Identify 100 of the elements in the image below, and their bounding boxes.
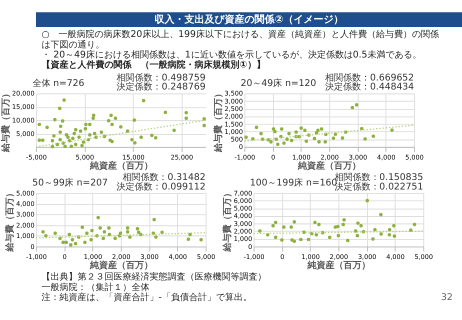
point bbox=[373, 228, 377, 232]
x-axis-title: 純資産（百万） bbox=[306, 260, 370, 272]
point bbox=[350, 106, 354, 110]
point bbox=[409, 228, 413, 232]
point bbox=[299, 126, 303, 130]
point bbox=[390, 128, 394, 132]
point bbox=[188, 232, 192, 236]
text: 一般病院：（集計１）全体 bbox=[41, 282, 150, 293]
point bbox=[154, 235, 158, 239]
point bbox=[379, 232, 383, 236]
y-axis-title: 給与費（百万） bbox=[0, 89, 12, 154]
point bbox=[199, 238, 203, 242]
point bbox=[64, 240, 68, 244]
point bbox=[118, 232, 122, 235]
point bbox=[80, 226, 84, 229]
point bbox=[289, 225, 293, 229]
point bbox=[271, 224, 275, 228]
point bbox=[372, 134, 376, 138]
text: 注：純資産は、「資産合計」-「負債合計」で算出。 bbox=[41, 292, 252, 303]
text: ○ 一般病院の病床数20床以上、199床以下における、資産（純資産）と人件費（給与費）の関係は下図の通り。 bbox=[41, 29, 439, 50]
point bbox=[342, 222, 345, 226]
point bbox=[287, 132, 291, 136]
point bbox=[328, 236, 332, 240]
point bbox=[273, 130, 277, 134]
chart-title: 50～99床 n=207 bbox=[32, 178, 108, 189]
point bbox=[258, 229, 262, 233]
point bbox=[68, 232, 72, 236]
point bbox=[292, 220, 296, 224]
text: 決定係数：0.099112 bbox=[116, 181, 206, 192]
point bbox=[354, 229, 358, 233]
text: ・ 20～49床における相関係数は、1に近い数値を示しているが、決定係数は0.5未満である。 bbox=[41, 49, 422, 60]
point bbox=[259, 132, 263, 136]
point bbox=[360, 126, 364, 130]
text: 相関係数：0.498759 bbox=[116, 72, 206, 84]
point bbox=[98, 226, 102, 230]
x-axis-title: 純資産（百万） bbox=[88, 260, 153, 272]
point bbox=[282, 141, 286, 145]
point bbox=[324, 140, 327, 144]
point bbox=[53, 232, 57, 235]
point bbox=[280, 238, 284, 242]
y-axis-title: 給与費（百万） bbox=[4, 188, 16, 253]
text: 相関係数：0.150835 bbox=[334, 172, 424, 184]
y-axis-title: 給与費（百万） bbox=[222, 188, 234, 253]
point bbox=[371, 237, 375, 241]
point bbox=[314, 233, 318, 237]
point bbox=[299, 238, 303, 242]
point bbox=[102, 230, 106, 234]
point bbox=[126, 226, 130, 230]
point bbox=[388, 228, 392, 232]
point bbox=[312, 136, 316, 140]
point bbox=[280, 127, 284, 131]
point bbox=[285, 138, 289, 141]
point bbox=[340, 136, 344, 140]
point bbox=[336, 224, 340, 228]
point bbox=[320, 127, 324, 131]
text: 32 bbox=[441, 292, 453, 303]
point bbox=[83, 240, 87, 244]
point bbox=[274, 236, 278, 240]
point bbox=[251, 137, 255, 141]
point bbox=[186, 237, 190, 241]
point bbox=[412, 222, 416, 226]
point bbox=[85, 232, 89, 235]
point bbox=[70, 238, 74, 242]
point bbox=[160, 230, 164, 234]
chart-title: 全体 n=726 bbox=[32, 78, 85, 90]
point bbox=[334, 132, 338, 136]
text: 決定係数：0.248769 bbox=[116, 82, 206, 93]
point bbox=[354, 103, 358, 107]
point bbox=[356, 221, 360, 225]
point bbox=[102, 236, 105, 240]
point bbox=[126, 230, 130, 234]
point bbox=[342, 218, 346, 222]
point bbox=[336, 234, 340, 238]
point bbox=[290, 138, 294, 142]
point bbox=[356, 234, 360, 238]
point bbox=[107, 226, 111, 230]
point bbox=[61, 240, 65, 244]
point bbox=[313, 220, 317, 224]
x-axis-title: 純資産（百万） bbox=[297, 160, 362, 172]
point bbox=[363, 137, 367, 141]
point bbox=[152, 218, 156, 222]
point bbox=[306, 238, 310, 242]
point bbox=[274, 220, 278, 224]
point bbox=[244, 136, 248, 139]
point bbox=[136, 227, 140, 230]
point bbox=[282, 225, 286, 229]
point bbox=[304, 140, 308, 143]
point bbox=[89, 238, 93, 242]
point bbox=[379, 212, 383, 216]
chart-title: 20～49床 n=120 bbox=[240, 78, 316, 90]
point bbox=[392, 224, 396, 228]
text: 決定係数：0.448434 bbox=[325, 82, 414, 93]
text: 決定係数：0.022751 bbox=[334, 181, 424, 192]
point bbox=[359, 224, 363, 228]
point bbox=[388, 233, 392, 237]
point bbox=[276, 142, 280, 146]
point bbox=[44, 234, 48, 238]
point bbox=[113, 236, 117, 240]
point bbox=[332, 136, 336, 140]
y-axis-title: 給与費（百万） bbox=[212, 89, 224, 154]
